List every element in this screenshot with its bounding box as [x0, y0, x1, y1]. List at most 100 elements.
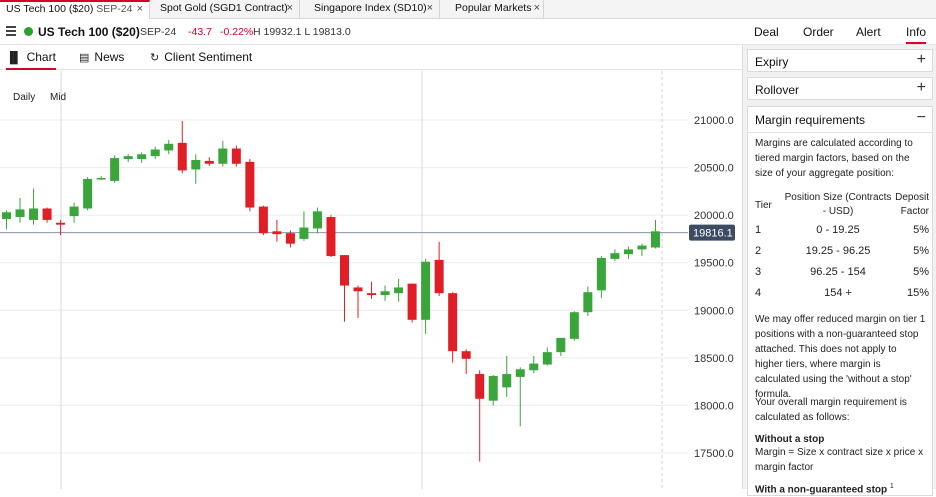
col-tier: Tier — [755, 199, 772, 211]
candle-up — [110, 158, 120, 181]
without-stop-title: Without a stop — [755, 434, 825, 445]
candle-down — [340, 255, 349, 286]
candle-down — [272, 231, 282, 235]
plus-icon[interactable]: + — [916, 79, 926, 96]
size-cell: 19.25 - 96.25 — [805, 244, 871, 257]
y-tick-label: 21000.0 — [694, 115, 734, 127]
instrument-header: US Tech 100 ($20) SEP-24 -43.7 -0.22% H … — [0, 19, 936, 45]
candle-up — [488, 375, 498, 401]
candle-down — [461, 351, 471, 359]
candle-up — [164, 143, 174, 151]
candle-down — [56, 222, 66, 225]
candle-up — [556, 337, 566, 353]
col-size: Position Size (Contracts - USD) — [784, 192, 892, 217]
refresh-icon: ↻ — [150, 52, 160, 64]
instrument-expiry: SEP-24 — [140, 26, 177, 38]
candle-up — [218, 148, 228, 164]
candle-down — [367, 293, 377, 296]
close-icon[interactable]: × — [533, 2, 540, 14]
candle-up — [596, 257, 606, 291]
candle-up — [137, 154, 147, 160]
candle-up — [380, 291, 390, 296]
close-icon[interactable]: × — [286, 2, 293, 14]
minus-icon[interactable]: − — [916, 109, 926, 126]
menu-icon[interactable] — [6, 26, 16, 36]
tab-spot-gold[interactable]: Spot Gold (SGD1 Contract) × — [150, 0, 300, 19]
candle-up — [515, 369, 525, 377]
with-stop-title: With a non-guaranteed stop 1 — [755, 479, 927, 497]
candle-up — [83, 178, 93, 209]
candle-up — [191, 159, 201, 170]
candle-down — [475, 374, 485, 399]
close-icon[interactable]: × — [426, 2, 433, 14]
size-cell: 96.25 - 154 — [810, 265, 866, 278]
factor-cell: 15% — [906, 286, 929, 299]
current-price-label: 19816.1 — [693, 228, 733, 240]
y-tick-label: 18500.0 — [694, 353, 734, 365]
bar-chart-icon: ▐▌ — [6, 52, 22, 64]
expiry-accordion[interactable]: Expiry + — [747, 49, 933, 72]
candle-up — [150, 149, 160, 157]
rollover-title: Rollover — [755, 83, 800, 97]
candle-down — [407, 283, 417, 320]
candle-up — [542, 352, 552, 365]
candle-down — [204, 160, 214, 164]
price-change: -43.7 — [188, 26, 212, 38]
y-tick-label: 19000.0 — [694, 305, 734, 317]
tab-news[interactable]: ▤ News — [79, 50, 124, 64]
tab-expiry: SEP-24 — [96, 3, 133, 15]
factor-cell: 5% — [913, 223, 929, 236]
tab-us-tech-100[interactable]: US Tech 100 ($20) SEP-24 × — [0, 0, 150, 19]
tab-order[interactable]: Order — [803, 25, 834, 39]
tab-news-label: News — [94, 50, 125, 64]
candle-down — [326, 217, 336, 257]
y-tick-label: 19500.0 — [694, 258, 734, 270]
table-row: 3 96.25 - 154 5% — [755, 261, 929, 282]
candle-up — [69, 206, 79, 217]
instrument-tab-bar: US Tech 100 ($20) SEP-24 × Spot Gold (SG… — [0, 0, 936, 19]
candle-down — [231, 148, 241, 164]
tier-cell: 2 — [755, 244, 762, 257]
rollover-accordion[interactable]: Rollover + — [747, 77, 933, 100]
y-tick-label: 17500.0 — [694, 448, 734, 460]
tab-singapore-index[interactable]: Singapore Index (SD10) × — [300, 0, 440, 19]
price-chart[interactable]: 21000.0 20500.0 20000.0 19500.0 19000.0 18500… — [0, 71, 742, 489]
tab-alert[interactable]: Alert — [856, 25, 881, 39]
candle-up — [96, 178, 106, 180]
close-icon[interactable]: × — [136, 3, 143, 15]
col-factor: Deposit Factor — [895, 192, 929, 217]
newspaper-icon: ▤ — [79, 52, 90, 64]
candle-up — [610, 253, 620, 259]
candle-down — [42, 208, 52, 220]
y-tick-label: 20500.0 — [694, 163, 734, 175]
candle-up — [312, 211, 322, 229]
candle-up — [583, 292, 593, 313]
tab-info[interactable]: Info — [906, 25, 927, 44]
tab-label: Singapore Index (SD10) — [314, 2, 427, 14]
market-status-dot — [24, 27, 33, 36]
tab-chart[interactable]: ▐▌ Chart — [6, 50, 56, 70]
margin-intro: Margins are calculated according to tier… — [755, 138, 913, 179]
candle-down — [258, 206, 268, 234]
candle-up — [529, 363, 539, 371]
tier-cell: 3 — [755, 265, 762, 278]
tab-label: Spot Gold (SGD1 Contract) — [160, 2, 288, 14]
candle-up — [15, 209, 25, 218]
margin-note: We may offer reduced margin on tier 1 po… — [755, 314, 926, 400]
tab-popular-markets[interactable]: Popular Markets × — [440, 0, 544, 19]
candle-up — [299, 227, 309, 239]
tier-cell: 4 — [755, 286, 762, 299]
period-label-mid: Mid — [50, 92, 67, 103]
tab-deal[interactable]: Deal — [754, 25, 779, 39]
tab-client-sentiment[interactable]: ↻ Client Sentiment — [150, 50, 252, 64]
table-row: 2 19.25 - 96.25 5% — [755, 240, 929, 261]
margin-table: Tier Position Size (Contracts - USD) Dep… — [755, 191, 929, 303]
plus-icon[interactable]: + — [916, 51, 926, 68]
tier-cell: 1 — [755, 223, 762, 236]
margin-title[interactable]: Margin requirements — [755, 113, 866, 127]
candle-up — [421, 261, 431, 320]
candle-up — [637, 245, 647, 250]
candle-down — [448, 293, 458, 352]
table-row: 4 154 + 15% — [755, 282, 929, 303]
candle-up — [502, 374, 512, 388]
